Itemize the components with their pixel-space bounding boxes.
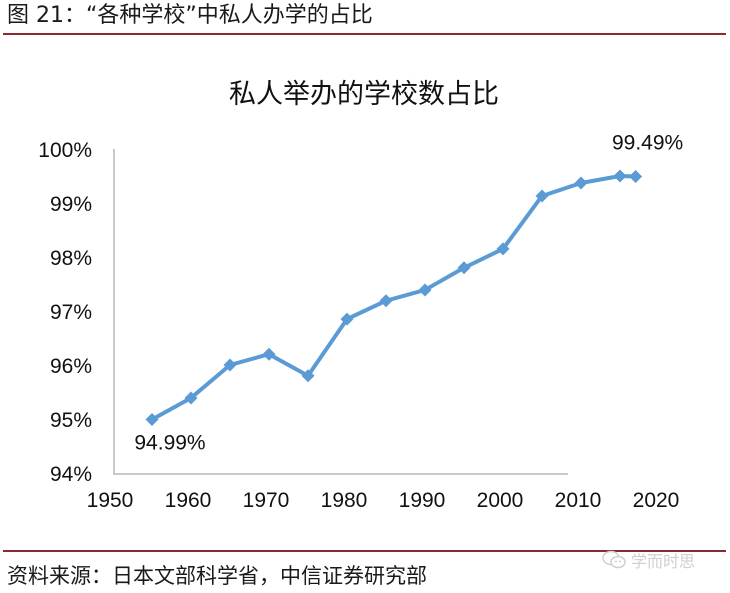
series-line [151, 174, 636, 422]
y-tick-label: 99% [50, 193, 92, 216]
x-tick-label: 1990 [399, 489, 446, 512]
chart-title: 私人举办的学校数占比 [229, 79, 499, 110]
y-tick-label: 94% [50, 463, 92, 486]
data-labels: 94.99% 99.49% [134, 132, 683, 455]
diamond-marker [613, 169, 627, 183]
data-series [145, 169, 643, 427]
diamond-marker [496, 242, 510, 256]
diamond-marker [457, 261, 471, 275]
diamond-marker [340, 312, 354, 326]
data-label: 94.99% [134, 432, 205, 455]
top-divider [3, 33, 726, 35]
diamond-marker [629, 170, 643, 184]
watermark-text: 学而时思 [631, 552, 696, 571]
y-axis: 94% 95% 96% 97% 98% 99% 100% [38, 139, 115, 486]
diamond-marker [574, 176, 588, 190]
x-tick-label: 1960 [165, 489, 212, 512]
wechat-icon [602, 550, 626, 569]
diamond-marker [418, 283, 432, 297]
diamond-marker [223, 358, 237, 372]
bottom-divider [3, 550, 726, 552]
x-tick-label: 1980 [321, 489, 368, 512]
x-tick-label: 1970 [243, 489, 290, 512]
source-note: 资料来源：日本文部科学省，中信证券研究部 [7, 564, 427, 588]
diamond-marker [262, 347, 276, 361]
diamond-marker [535, 189, 549, 203]
diamond-marker [379, 294, 393, 308]
data-label: 99.49% [612, 132, 683, 155]
x-tick-label: 2010 [555, 489, 602, 512]
watermark: 学而时思 [601, 548, 695, 572]
x-tick-label: 1950 [87, 489, 134, 512]
y-tick-label: 95% [50, 409, 92, 432]
diamond-marker [184, 391, 198, 405]
diamond-marker [145, 413, 159, 427]
x-axis: 1950 1960 1970 1980 1990 2000 2010 2020 [87, 473, 680, 512]
y-tick-label: 97% [50, 301, 92, 324]
figure-caption: 图 21：“各种学校”中私人办学的占比 [7, 3, 373, 28]
x-tick-label: 2020 [633, 489, 680, 512]
y-tick-label: 96% [50, 355, 92, 378]
y-tick-label: 100% [38, 139, 92, 162]
y-tick-label: 98% [50, 247, 92, 270]
x-tick-label: 2000 [477, 489, 524, 512]
diamond-marker [301, 369, 315, 383]
